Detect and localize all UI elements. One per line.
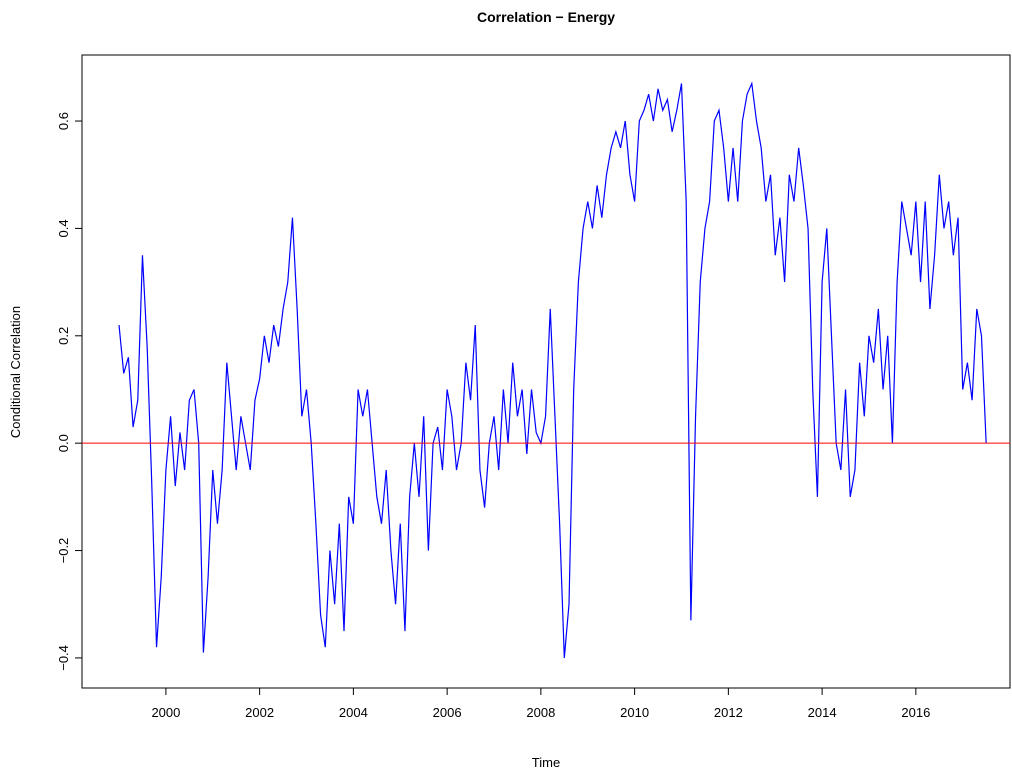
y-tick-label: 0.6	[56, 112, 71, 130]
x-tick-label: 2016	[901, 705, 930, 720]
x-tick-label: 2014	[808, 705, 837, 720]
y-tick-label: −0.2	[56, 538, 71, 564]
x-axis-label: Time	[532, 755, 560, 770]
plot-frame	[81, 54, 1011, 689]
x-tick-label: 2004	[339, 705, 368, 720]
y-axis-label: Conditional Correlation	[8, 306, 23, 438]
x-tick-label: 2000	[151, 705, 180, 720]
x-tick-label: 2010	[620, 705, 649, 720]
y-tick-label: 0.2	[56, 327, 71, 345]
x-tick-label: 2008	[526, 705, 555, 720]
chart-title: Correlation − Energy	[477, 9, 615, 25]
y-tick-label: 0.4	[56, 219, 71, 237]
x-tick-label: 2006	[433, 705, 462, 720]
x-tick-label: 2012	[714, 705, 743, 720]
series-line	[118, 81, 987, 658]
x-tick-label: 2002	[245, 705, 274, 720]
y-tick-label: 0.0	[56, 434, 71, 452]
y-tick-label: −0.4	[56, 645, 71, 671]
